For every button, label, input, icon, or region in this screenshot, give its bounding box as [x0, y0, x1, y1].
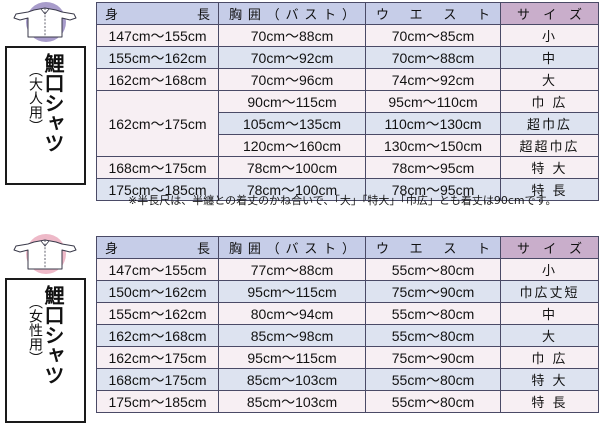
women-icon-wrap: [0, 232, 90, 276]
table-row: 175cm〜185cm 85cm〜103cm 55cm〜80cm 特 長: [96, 390, 599, 413]
adult-label-sub: （大人用）: [27, 63, 43, 133]
cell-waist: 95cm〜110cm: [365, 90, 501, 113]
table-row: 175cm〜185cm 78cm〜100cm 78cm〜95cm 特 長: [96, 178, 599, 201]
table-row: 162cm〜175cm 95cm〜115cm 75cm〜90cm 巾 広: [96, 346, 599, 369]
cell-size: 巾 広: [500, 346, 599, 369]
cell-waist: 78cm〜95cm: [365, 178, 501, 201]
cell-waist: 110cm〜130cm: [365, 112, 501, 135]
header-waist: ウエスト: [365, 236, 501, 259]
cell-height: 162cm〜168cm: [96, 324, 219, 347]
cell-height-merged: 162cm〜175cm: [96, 90, 219, 157]
cell-waist: 70cm〜85cm: [365, 24, 501, 47]
header-height: 身 長: [96, 236, 219, 259]
women-name-box: 鯉口シャツ （女性用）: [5, 278, 86, 423]
cell-size: 大: [500, 68, 599, 91]
cell-size: 超超巾広: [500, 134, 599, 157]
cell-size: 特 大: [500, 156, 599, 179]
adult-name-box: 鯉口シャツ （大人用）: [5, 46, 86, 185]
cell-waist: 78cm〜95cm: [365, 156, 501, 179]
cell-waist: 75cm〜90cm: [365, 280, 501, 303]
cell-size: 小: [500, 24, 599, 47]
women-label-main: 鯉口シャツ: [41, 285, 65, 385]
cell-waist: 55cm〜80cm: [365, 324, 501, 347]
cell-height: 175cm〜185cm: [96, 178, 219, 201]
table-row: 168cm〜175cm 78cm〜100cm 78cm〜95cm 特 大: [96, 156, 599, 179]
cell-height: 150cm〜162cm: [96, 280, 219, 303]
cell-size: 小: [500, 258, 599, 281]
adult-size-table: 身 長 胸囲（バスト） ウエスト サイズ 147cm〜155cm 70cm〜88…: [96, 2, 599, 201]
cell-size: 超巾広: [500, 112, 599, 135]
cell-size: 大: [500, 324, 599, 347]
table-header-row: 身 長 胸囲（バスト） ウエスト サイズ: [96, 236, 599, 259]
kimono-shirt-icon: [13, 7, 77, 38]
cell-size: 巾広丈短: [500, 280, 599, 303]
cell-height: 162cm〜168cm: [96, 68, 219, 91]
cell-waist: 74cm〜92cm: [365, 68, 501, 91]
cell-bust: 85cm〜103cm: [218, 390, 366, 413]
cell-bust: 78cm〜100cm: [218, 178, 366, 201]
cell-size: 中: [500, 302, 599, 325]
cell-bust: 85cm〜98cm: [218, 324, 366, 347]
cell-bust: 70cm〜96cm: [218, 68, 366, 91]
cell-bust: 80cm〜94cm: [218, 302, 366, 325]
header-height: 身 長: [96, 2, 219, 25]
cell-waist: 55cm〜80cm: [365, 368, 501, 391]
table-row: 168cm〜175cm 85cm〜103cm 55cm〜80cm 特 大: [96, 368, 599, 391]
table-row: 162cm〜175cm 90cm〜115cm 95cm〜110cm 巾 広: [96, 90, 599, 157]
table-row: 155cm〜162cm 80cm〜94cm 55cm〜80cm 中: [96, 302, 599, 325]
cell-bust: 120cm〜160cm: [218, 134, 366, 157]
adult-icon-wrap: [0, 0, 90, 44]
table-header-row: 身 長 胸囲（バスト） ウエスト サイズ: [96, 2, 599, 25]
cell-height: 147cm〜155cm: [96, 258, 219, 281]
cell-bust: 70cm〜88cm: [218, 24, 366, 47]
adult-table-note: ※半長尺は、半纏との着丈のかね合いで、「大」「特大」「巾広」とも着丈は90cmで…: [128, 194, 557, 207]
women-label-block: 鯉口シャツ （女性用）: [0, 232, 90, 423]
cell-height: 168cm〜175cm: [96, 156, 219, 179]
women-size-table: 身 長 胸囲（バスト） ウエスト サイズ 147cm〜155cm 77cm〜88…: [96, 236, 599, 413]
cell-size: 巾 広: [500, 90, 599, 113]
cell-waist: 55cm〜80cm: [365, 302, 501, 325]
cell-bust: 90cm〜115cm: [218, 90, 366, 113]
cell-waist: 55cm〜80cm: [365, 258, 501, 281]
cell-height: 168cm〜175cm: [96, 368, 219, 391]
cell-waist: 55cm〜80cm: [365, 390, 501, 413]
cell-height: 147cm〜155cm: [96, 24, 219, 47]
adult-label-main: 鯉口シャツ: [41, 53, 65, 153]
header-waist: ウエスト: [365, 2, 501, 25]
cell-height: 162cm〜175cm: [96, 346, 219, 369]
cell-size: 特 大: [500, 368, 599, 391]
header-size: サイズ: [500, 2, 599, 25]
table-row: 162cm〜168cm 85cm〜98cm 55cm〜80cm 大: [96, 324, 599, 347]
cell-bust: 85cm〜103cm: [218, 368, 366, 391]
cell-height: 175cm〜185cm: [96, 390, 219, 413]
cell-bust: 95cm〜115cm: [218, 346, 366, 369]
cell-waist: 70cm〜88cm: [365, 46, 501, 69]
cell-bust: 77cm〜88cm: [218, 258, 366, 281]
table-row: 162cm〜168cm 70cm〜96cm 74cm〜92cm 大: [96, 68, 599, 91]
cell-height: 155cm〜162cm: [96, 302, 219, 325]
cell-bust: 95cm〜115cm: [218, 280, 366, 303]
cell-bust: 105cm〜135cm: [218, 112, 366, 135]
cell-waist: 130cm〜150cm: [365, 134, 501, 157]
table-row: 150cm〜162cm 95cm〜115cm 75cm〜90cm 巾広丈短: [96, 280, 599, 303]
cell-size: 中: [500, 46, 599, 69]
cell-bust: 70cm〜92cm: [218, 46, 366, 69]
women-label-sub: （女性用）: [27, 295, 43, 365]
cell-size: 特 長: [500, 178, 599, 201]
header-bust: 胸囲（バスト）: [218, 236, 366, 259]
table-row: 147cm〜155cm 70cm〜88cm 70cm〜85cm 小: [96, 24, 599, 47]
table-row: 105cm〜135cm 110cm〜130cm 超巾広: [97, 112, 599, 135]
cell-height: 155cm〜162cm: [96, 46, 219, 69]
table-row: 147cm〜155cm 77cm〜88cm 55cm〜80cm 小: [96, 258, 599, 281]
table-row: 155cm〜162cm 70cm〜92cm 70cm〜88cm 中: [96, 46, 599, 69]
cell-size: 特 長: [500, 390, 599, 413]
adult-label-block: 鯉口シャツ （大人用）: [0, 0, 90, 185]
cell-waist: 75cm〜90cm: [365, 346, 501, 369]
cell-bust: 78cm〜100cm: [218, 156, 366, 179]
kimono-shirt-icon: [13, 239, 77, 270]
header-size: サイズ: [500, 236, 599, 259]
header-bust: 胸囲（バスト）: [218, 2, 366, 25]
